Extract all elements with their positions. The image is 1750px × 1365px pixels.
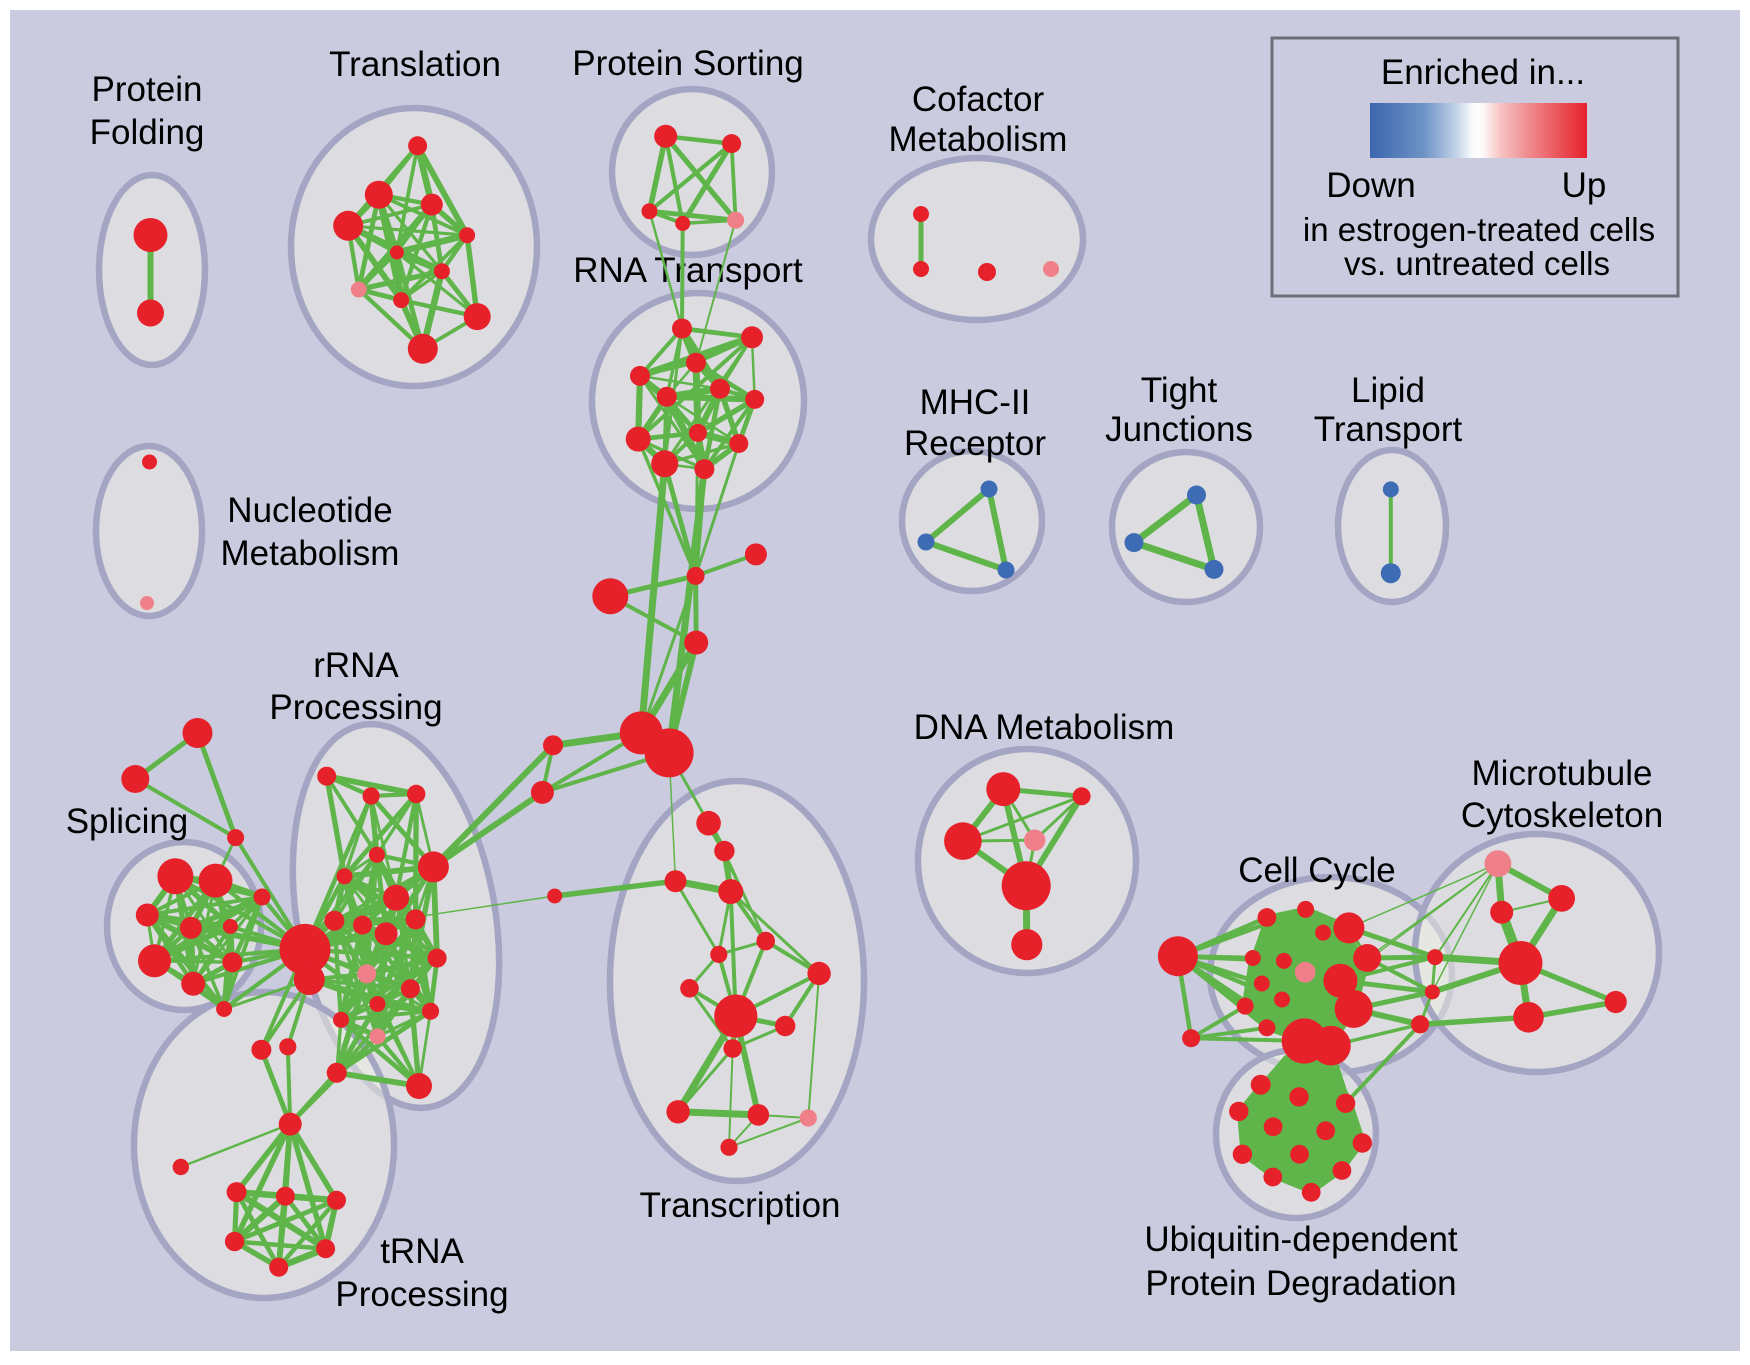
svg-text:Down: Down bbox=[1326, 166, 1415, 205]
svg-text:Splicing: Splicing bbox=[66, 802, 189, 841]
svg-text:Receptor: Receptor bbox=[904, 424, 1046, 463]
svg-text:Ubiquitin-dependent: Ubiquitin-dependent bbox=[1144, 1220, 1458, 1259]
svg-text:Transport: Transport bbox=[1314, 410, 1463, 449]
svg-text:MHC-II: MHC-II bbox=[920, 383, 1031, 422]
svg-text:rRNA: rRNA bbox=[313, 646, 399, 685]
svg-text:Translation: Translation bbox=[329, 45, 501, 84]
svg-text:Protein Sorting: Protein Sorting bbox=[572, 44, 804, 83]
svg-text:Protein: Protein bbox=[92, 70, 203, 109]
svg-text:Junctions: Junctions bbox=[1105, 410, 1253, 449]
svg-text:Folding: Folding bbox=[90, 113, 205, 152]
svg-text:Transcription: Transcription bbox=[640, 1186, 841, 1225]
svg-text:Processing: Processing bbox=[269, 688, 442, 727]
svg-text:Nucleotide: Nucleotide bbox=[227, 491, 392, 530]
svg-text:Protein Degradation: Protein Degradation bbox=[1145, 1264, 1456, 1303]
svg-text:Cytoskeleton: Cytoskeleton bbox=[1461, 796, 1663, 835]
svg-text:vs. untreated cells: vs. untreated cells bbox=[1344, 245, 1610, 282]
svg-text:Processing: Processing bbox=[335, 1275, 508, 1314]
svg-text:Metabolism: Metabolism bbox=[889, 120, 1068, 159]
svg-text:in estrogen-treated cells: in estrogen-treated cells bbox=[1303, 211, 1655, 248]
svg-text:RNA Transport: RNA Transport bbox=[573, 251, 803, 290]
svg-text:DNA Metabolism: DNA Metabolism bbox=[914, 708, 1175, 747]
svg-text:Tight: Tight bbox=[1141, 371, 1218, 410]
svg-text:tRNA: tRNA bbox=[380, 1232, 464, 1271]
svg-text:Cofactor: Cofactor bbox=[912, 80, 1045, 119]
svg-text:Enriched in...: Enriched in... bbox=[1381, 53, 1585, 92]
svg-text:Metabolism: Metabolism bbox=[221, 534, 400, 573]
svg-text:Microtubule: Microtubule bbox=[1472, 754, 1653, 793]
svg-text:Up: Up bbox=[1562, 166, 1607, 205]
svg-text:Lipid: Lipid bbox=[1351, 371, 1425, 410]
svg-text:Cell Cycle: Cell Cycle bbox=[1238, 851, 1396, 890]
